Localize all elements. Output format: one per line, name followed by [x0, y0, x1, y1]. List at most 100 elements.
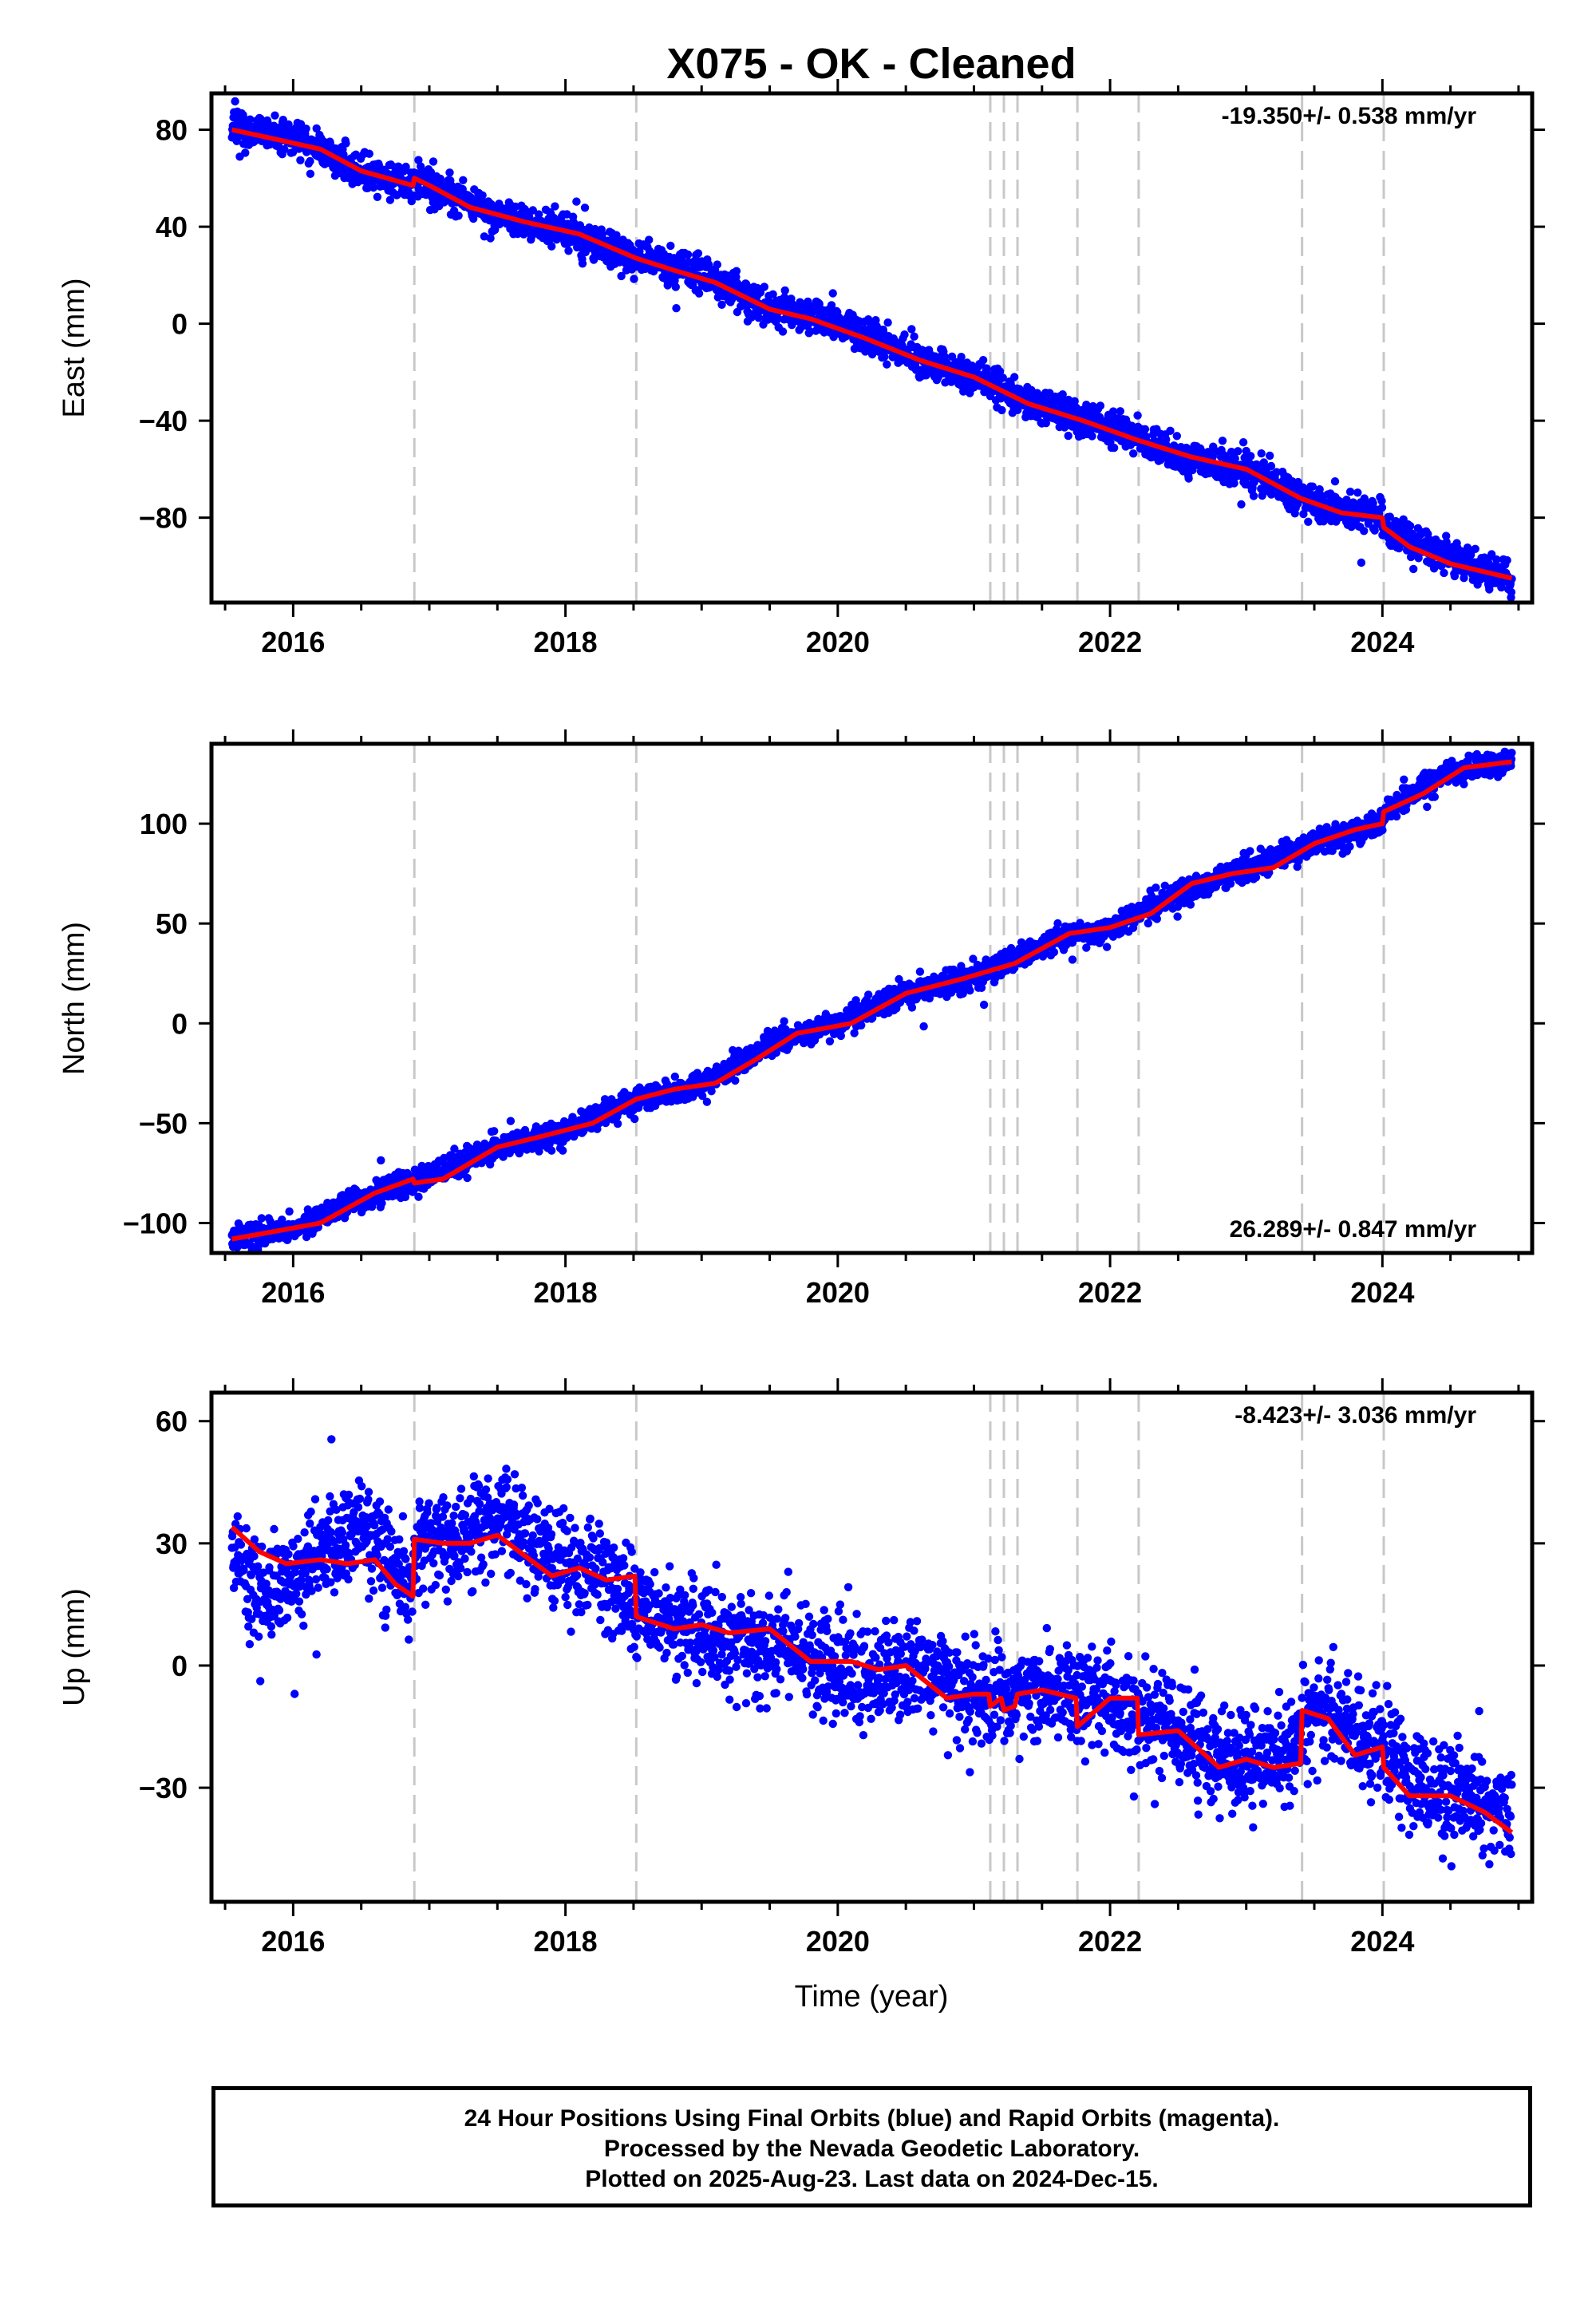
north-observation-point: [414, 1192, 423, 1201]
east-frame: [209, 91, 1535, 605]
east-observation-point: [1109, 443, 1119, 453]
north-observation-point: [731, 1076, 740, 1085]
east-observation-point: [1304, 517, 1313, 526]
east-observation-point: [683, 250, 693, 259]
east-observation-point: [1230, 479, 1238, 488]
east-observation-point: [978, 356, 988, 365]
north-observation-point: [613, 1119, 622, 1128]
north-observation-point: [463, 1173, 472, 1183]
east-observation-point: [1492, 555, 1501, 564]
east-observation-point: [617, 271, 626, 281]
east-observation-point: [666, 241, 675, 251]
east-xtick-label: 2020: [806, 626, 870, 658]
north-observation-point: [895, 974, 903, 984]
east-observation-point: [778, 327, 788, 336]
north-observation-point: [670, 1072, 679, 1081]
east-observation-point: [1058, 390, 1067, 399]
east-observation-point: [998, 373, 1007, 382]
east-observation-point: [231, 97, 239, 106]
north-plot-area: [227, 744, 1516, 1253]
east-observation-point: [1377, 496, 1386, 505]
east-observation-point: [694, 289, 704, 298]
east-observation-point: [828, 289, 837, 298]
east-observation-point: [365, 149, 373, 158]
east-observation-point: [535, 210, 543, 219]
east-observation-point: [580, 204, 590, 212]
north-observation-point: [377, 1199, 386, 1207]
east-observation-point: [1184, 474, 1193, 483]
north-observation-point: [285, 1207, 294, 1216]
chart-title: X075 - OK - Cleaned: [666, 40, 1076, 88]
east-model-fit-line: [231, 127, 1513, 581]
east-observation-point: [768, 290, 777, 298]
east-observation-point: [1414, 554, 1423, 563]
east-observation-point: [385, 196, 395, 204]
east-observation-point: [302, 124, 310, 133]
north-observation-point: [559, 1146, 567, 1155]
east-observation-point: [1238, 438, 1248, 447]
east-observation-point: [578, 259, 587, 268]
east-observation-point: [612, 231, 621, 239]
north-observation-point: [257, 1214, 266, 1223]
north-observation-point: [707, 1087, 716, 1096]
east-observation-point: [1237, 500, 1246, 509]
east-observation-point: [459, 176, 468, 184]
east-observation-point: [645, 235, 654, 244]
east-xtick-label: 2018: [534, 626, 598, 658]
east-observation-point: [1129, 449, 1138, 458]
east-observation-point: [1308, 482, 1317, 491]
north-observation-point: [401, 1192, 410, 1202]
east-observation-point: [1096, 401, 1105, 410]
east-observation-point: [883, 360, 891, 369]
east-observation-point: [1369, 499, 1377, 508]
east-observation-point: [957, 353, 966, 362]
north-observation-point: [450, 1144, 459, 1153]
east-observation-point: [630, 275, 638, 283]
east-observation-point: [1450, 571, 1460, 581]
east-observation-point: [478, 191, 487, 200]
east-observation-point: [1246, 452, 1255, 460]
east-observation-point: [760, 283, 768, 291]
north-observation-point: [864, 990, 873, 999]
east-observations: [227, 97, 1516, 602]
north-observation-point: [780, 1017, 788, 1026]
east-ytick-label: −80: [139, 502, 188, 535]
east-observation-point: [1503, 555, 1511, 565]
east-observation-point: [246, 115, 255, 124]
north-observation-point: [915, 967, 925, 976]
east-observation-point: [1507, 587, 1516, 597]
east-observation-point: [241, 148, 250, 157]
north-observation-point: [836, 1031, 846, 1041]
east-observation-point: [1249, 492, 1258, 500]
north-observation-point: [506, 1117, 516, 1125]
east-observation-point: [900, 330, 909, 339]
east-observation-point: [1218, 437, 1227, 445]
north-observation-point: [377, 1156, 385, 1165]
east-observation-point: [1360, 527, 1369, 536]
east-observation-point: [773, 314, 782, 323]
east-observation-point: [867, 350, 877, 359]
north-observation-point: [490, 1127, 499, 1136]
east-observation-point: [306, 156, 314, 166]
east-ytick-label: −40: [139, 405, 188, 437]
east-observation-point: [547, 242, 556, 251]
east-ytick-label: 80: [156, 114, 188, 147]
east-observation-point: [732, 267, 741, 275]
east-observation-point: [271, 111, 279, 120]
east-observation-point: [454, 211, 463, 220]
east-observation-point: [296, 156, 305, 164]
north-observation-point: [698, 1092, 707, 1101]
east-observation-point: [1234, 447, 1242, 456]
east-observation-point: [967, 362, 977, 370]
north-observation-point: [969, 954, 978, 963]
east-observation-point: [910, 332, 918, 341]
east-observation-point: [1010, 373, 1019, 381]
east-observation-point: [564, 247, 573, 255]
east-observation-point: [827, 301, 836, 310]
north-observation-point: [850, 1029, 859, 1037]
east-observation-point: [445, 168, 454, 177]
east-observation-point: [373, 192, 382, 201]
east-observation-point: [1257, 449, 1266, 458]
